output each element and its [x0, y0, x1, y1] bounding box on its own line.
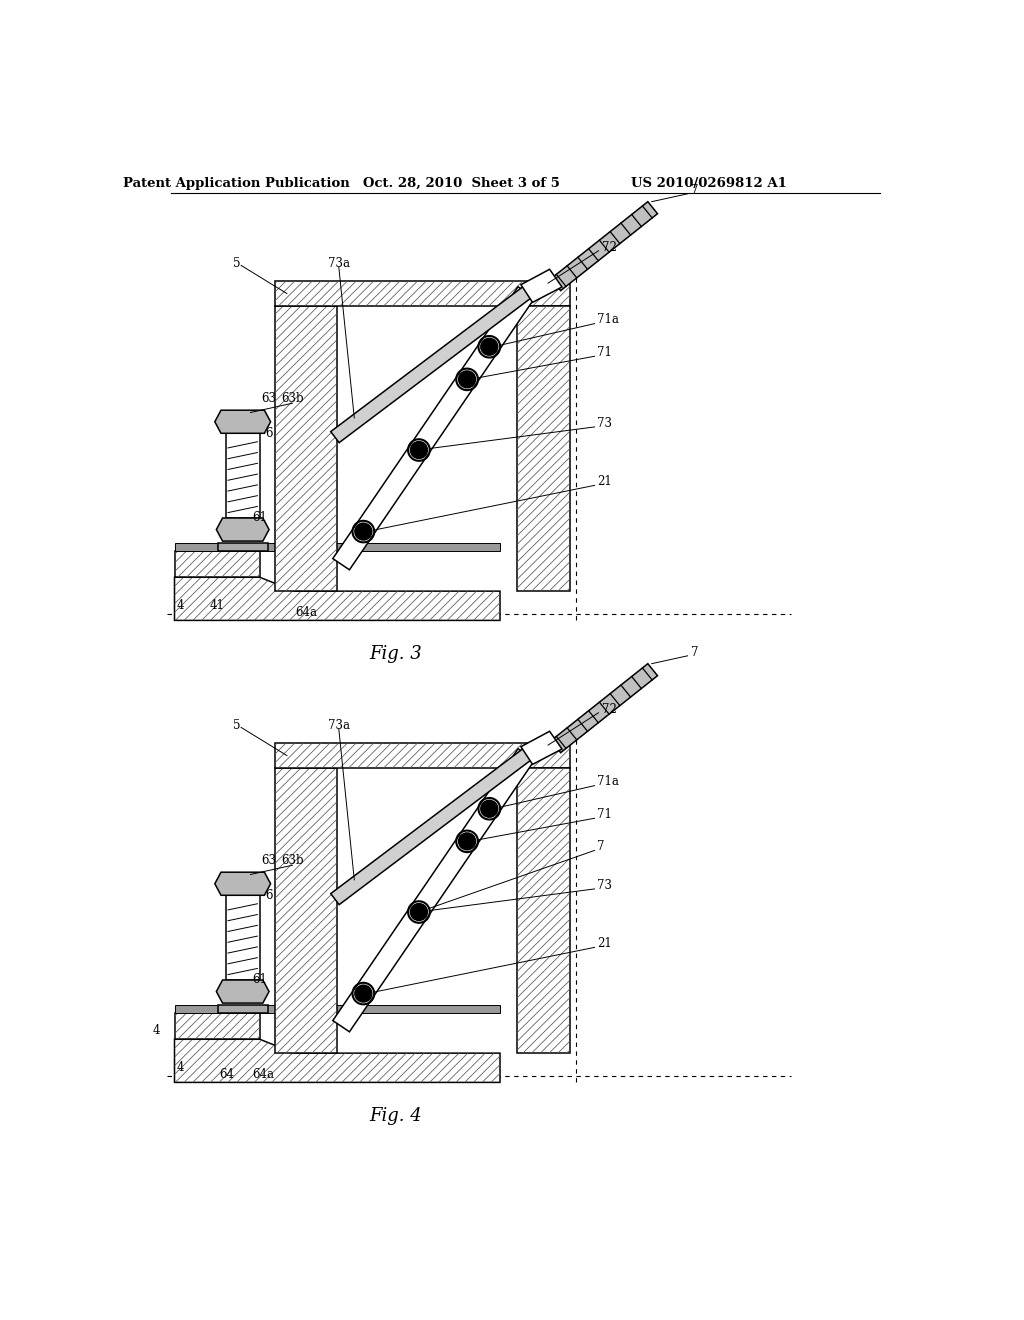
Text: 63: 63	[261, 854, 276, 867]
Text: 71a: 71a	[597, 313, 618, 326]
Text: 61: 61	[252, 511, 267, 524]
Circle shape	[411, 442, 427, 458]
Polygon shape	[216, 517, 269, 541]
Polygon shape	[174, 1014, 260, 1039]
Polygon shape	[218, 544, 267, 552]
Circle shape	[355, 985, 372, 1002]
Polygon shape	[275, 768, 337, 1053]
Circle shape	[481, 800, 498, 817]
Polygon shape	[551, 664, 657, 752]
Text: 61: 61	[252, 973, 267, 986]
Polygon shape	[225, 895, 260, 979]
Circle shape	[459, 371, 475, 388]
Text: 71: 71	[597, 346, 611, 359]
Polygon shape	[275, 281, 569, 306]
Polygon shape	[174, 1006, 500, 1014]
Polygon shape	[517, 768, 569, 1053]
Polygon shape	[225, 895, 260, 979]
Text: 21: 21	[597, 937, 611, 950]
Circle shape	[459, 833, 475, 850]
Polygon shape	[174, 544, 500, 552]
Text: 5: 5	[232, 257, 241, 271]
Text: Fig. 3: Fig. 3	[369, 644, 422, 663]
Text: 6: 6	[265, 426, 272, 440]
Text: 6: 6	[265, 888, 272, 902]
Polygon shape	[551, 202, 657, 290]
Polygon shape	[275, 306, 337, 591]
Text: 73a: 73a	[328, 257, 350, 271]
Text: 5: 5	[232, 719, 241, 733]
Text: Fig. 4: Fig. 4	[369, 1106, 422, 1125]
Polygon shape	[275, 306, 337, 591]
Polygon shape	[174, 552, 260, 577]
Text: 7: 7	[597, 840, 604, 853]
Text: 73: 73	[597, 417, 612, 429]
Polygon shape	[521, 269, 562, 302]
Polygon shape	[174, 552, 260, 577]
Polygon shape	[216, 517, 269, 541]
Circle shape	[411, 904, 427, 920]
Text: 71a: 71a	[597, 775, 618, 788]
Polygon shape	[521, 269, 562, 302]
Text: 63b: 63b	[281, 854, 303, 867]
Text: Patent Application Publication: Patent Application Publication	[123, 177, 350, 190]
Text: 7: 7	[691, 185, 699, 197]
Circle shape	[481, 338, 498, 355]
Polygon shape	[331, 284, 536, 442]
Text: 4: 4	[153, 1023, 161, 1036]
Polygon shape	[333, 748, 535, 1032]
Text: 41: 41	[210, 599, 224, 612]
Polygon shape	[215, 411, 270, 433]
Polygon shape	[333, 286, 535, 570]
Polygon shape	[225, 433, 260, 517]
Polygon shape	[174, 577, 500, 620]
Text: 21: 21	[597, 475, 611, 488]
Polygon shape	[333, 748, 535, 1032]
Text: 63: 63	[261, 392, 276, 405]
Text: 7: 7	[691, 647, 699, 659]
Polygon shape	[517, 768, 569, 1053]
Text: 4: 4	[177, 1061, 184, 1074]
Text: Oct. 28, 2010  Sheet 3 of 5: Oct. 28, 2010 Sheet 3 of 5	[362, 177, 560, 190]
Polygon shape	[216, 979, 269, 1003]
Polygon shape	[521, 731, 562, 764]
Text: 64: 64	[220, 1068, 234, 1081]
Polygon shape	[174, 1014, 260, 1039]
Text: 64a: 64a	[253, 1068, 274, 1081]
Polygon shape	[331, 284, 536, 442]
Polygon shape	[218, 1006, 267, 1014]
Text: 71: 71	[597, 808, 611, 821]
Text: 4: 4	[177, 599, 184, 612]
Text: 73a: 73a	[328, 719, 350, 733]
Polygon shape	[174, 1039, 500, 1082]
Text: 73: 73	[597, 879, 612, 891]
Text: 63b: 63b	[281, 392, 303, 405]
Polygon shape	[333, 286, 535, 570]
Polygon shape	[521, 731, 562, 764]
Polygon shape	[551, 664, 657, 752]
Polygon shape	[331, 746, 536, 904]
Polygon shape	[275, 743, 569, 768]
Text: 72: 72	[602, 704, 617, 717]
Text: US 2010/0269812 A1: US 2010/0269812 A1	[632, 177, 787, 190]
Polygon shape	[275, 768, 337, 1053]
Polygon shape	[517, 306, 569, 591]
Polygon shape	[275, 281, 569, 306]
Polygon shape	[517, 306, 569, 591]
Text: 64a: 64a	[295, 606, 317, 619]
Polygon shape	[551, 202, 657, 290]
Polygon shape	[331, 746, 536, 904]
Polygon shape	[215, 411, 270, 433]
Polygon shape	[275, 743, 569, 768]
Circle shape	[355, 523, 372, 540]
Polygon shape	[216, 979, 269, 1003]
Polygon shape	[174, 577, 500, 620]
Polygon shape	[215, 873, 270, 895]
Polygon shape	[225, 433, 260, 517]
Polygon shape	[215, 873, 270, 895]
Text: 72: 72	[602, 242, 617, 255]
Polygon shape	[174, 1039, 500, 1082]
